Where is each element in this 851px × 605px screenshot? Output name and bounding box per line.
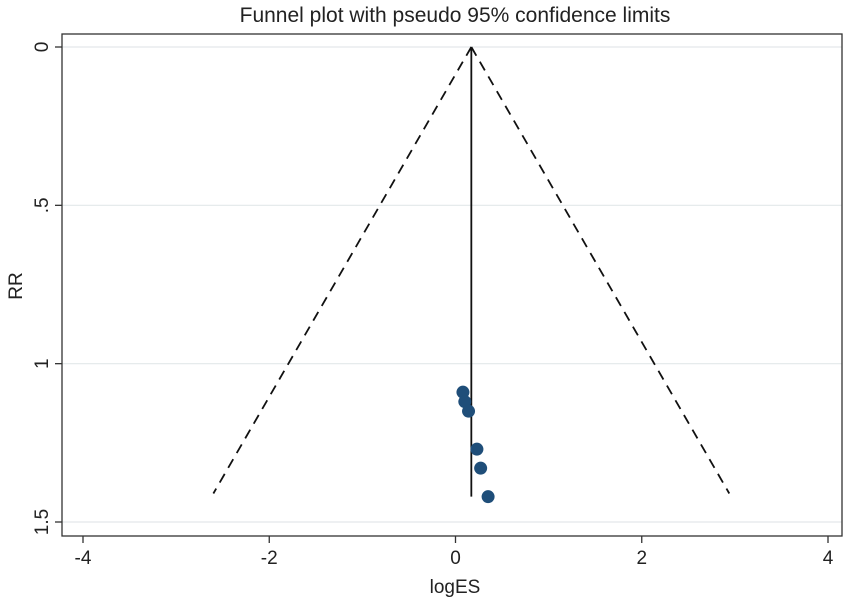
x-tick-label: 2 (636, 548, 647, 569)
confidence-limits (212, 46, 731, 497)
confidence-limit-left (212, 46, 473, 494)
study-point (470, 442, 484, 456)
plot-frame (61, 33, 843, 537)
grid-lines (62, 46, 842, 523)
y-tick-label: .5 (32, 197, 53, 213)
y-axis-title: RR (6, 272, 27, 299)
axes: -4 -2 0 2 4 0 .5 1 1.5 (32, 33, 843, 569)
study-points (456, 385, 495, 504)
chart-title: Funnel plot with pseudo 95% confidence l… (240, 4, 671, 27)
x-tick-label: -4 (75, 548, 92, 569)
y-tick-label: 0 (32, 42, 53, 53)
x-tick-label: 0 (450, 548, 461, 569)
y-tick-label: 1.5 (32, 509, 53, 535)
study-point (474, 461, 488, 475)
study-point (481, 490, 495, 504)
study-point (462, 404, 476, 418)
x-tick-label: -2 (261, 548, 278, 569)
x-tick-label: 4 (823, 548, 834, 569)
x-axis-title: logES (430, 577, 481, 598)
y-tick-label: 1 (32, 358, 53, 369)
confidence-limit-right (470, 46, 731, 494)
